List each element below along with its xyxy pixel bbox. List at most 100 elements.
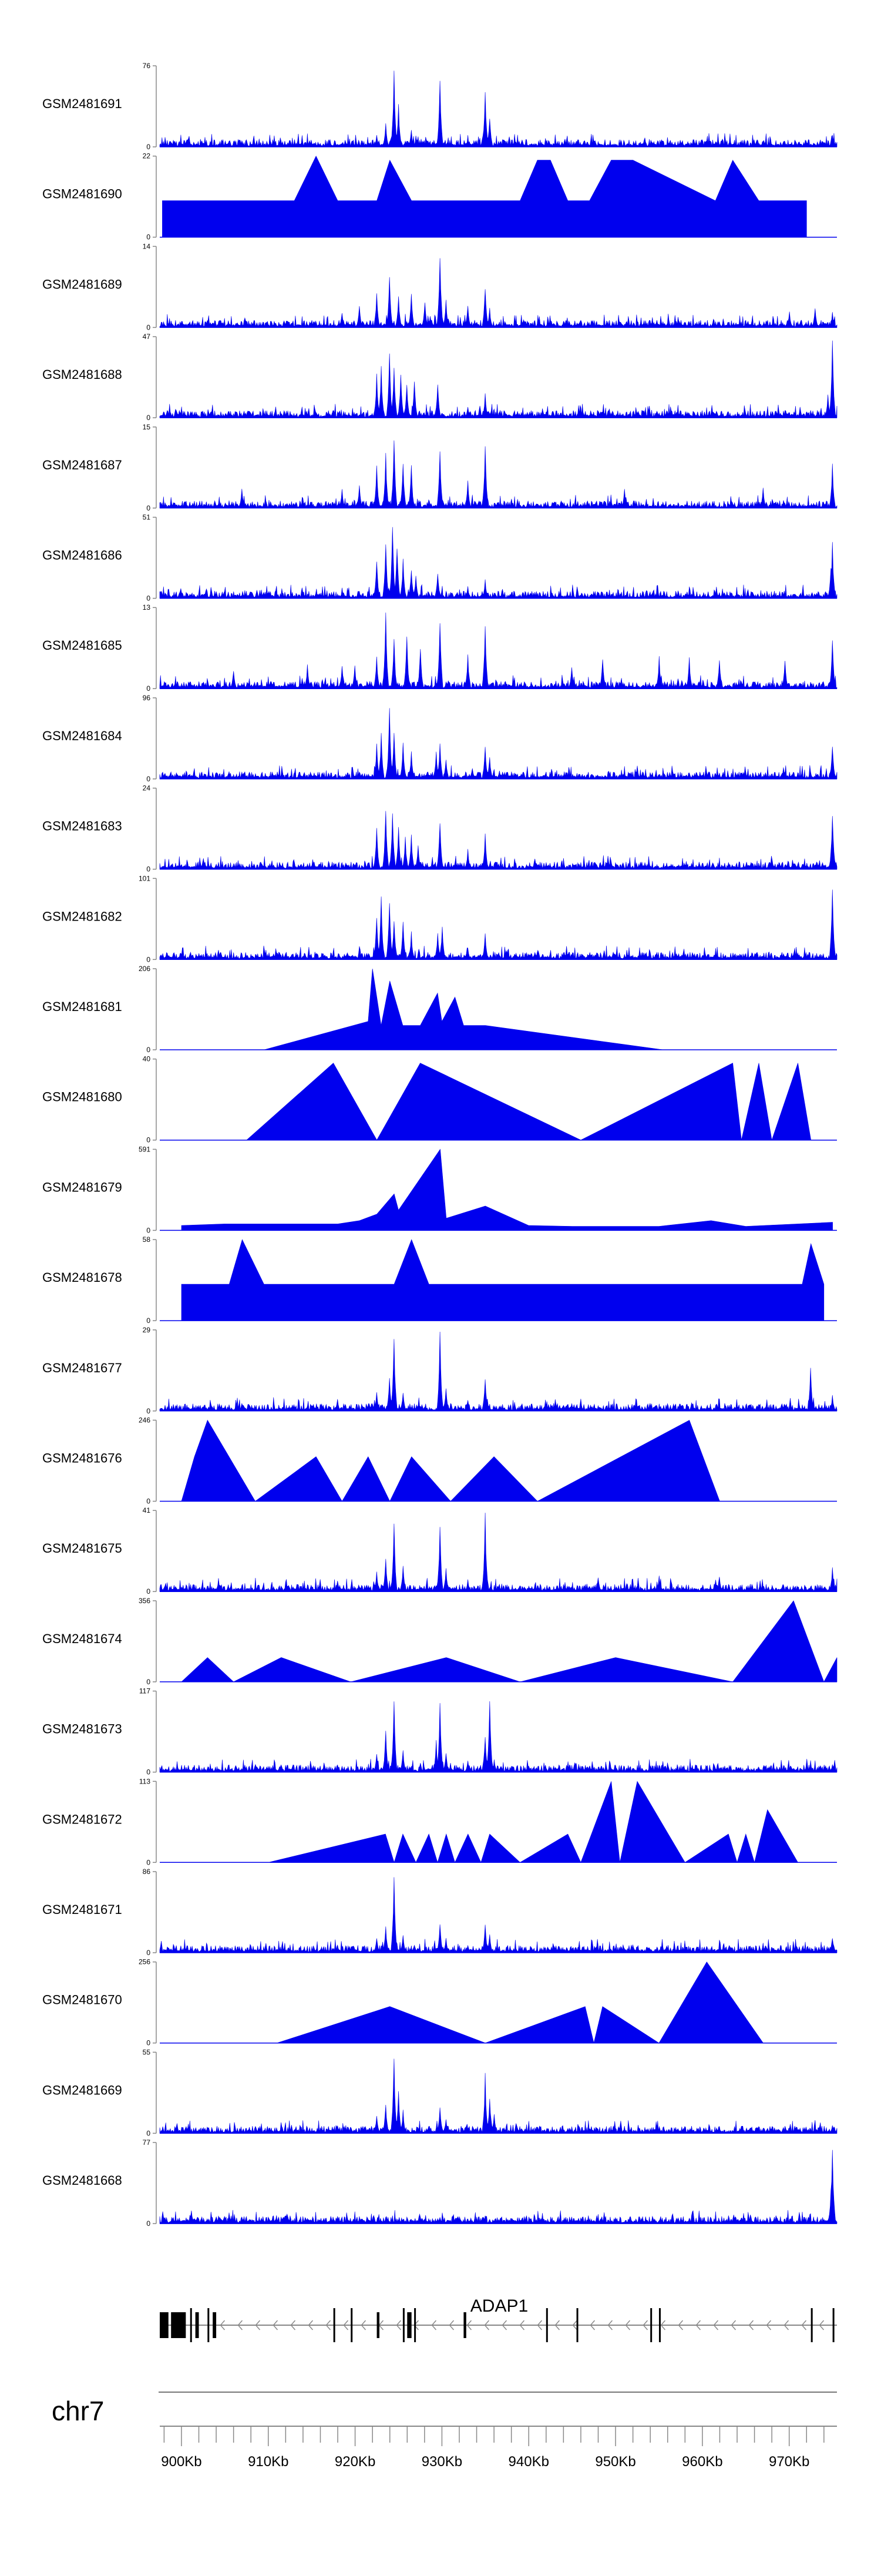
track-label: GSM2481668	[42, 2173, 122, 2188]
track-label: GSM2481684	[42, 728, 122, 743]
y-tick-label-max: 117	[139, 1687, 150, 1695]
x-tick-label: 940Kb	[509, 2454, 549, 2470]
y-tick-label-min: 0	[146, 143, 150, 151]
y-tick-label-max: 101	[139, 874, 150, 882]
y-tick-label-max: 206	[139, 965, 150, 973]
strand-arrow	[731, 2320, 737, 2330]
y-tick-label-max: 22	[143, 152, 151, 160]
track-label: GSM2481669	[42, 2083, 122, 2097]
strand-arrow	[625, 2320, 631, 2330]
y-tick-label-min: 0	[146, 1678, 150, 1686]
y-tick-label-min: 0	[146, 323, 150, 331]
strand-arrow	[748, 2320, 754, 2330]
track-label: GSM2481672	[42, 1812, 122, 1826]
track-label: GSM2481691	[42, 96, 122, 111]
y-tick-label-min: 0	[146, 1587, 150, 1596]
track-GSM2481680: GSM2481680 40 0	[42, 1055, 837, 1144]
gene-exon	[195, 2312, 199, 2338]
strand-arrow	[678, 2320, 684, 2330]
y-tick-label-max: 29	[143, 1326, 151, 1334]
coverage-area	[159, 708, 838, 780]
coverage-area	[159, 1513, 838, 1592]
gene-exon	[171, 2312, 186, 2338]
x-tick-label: 920Kb	[335, 2454, 375, 2470]
x-tick-label: 950Kb	[595, 2454, 635, 2470]
gene-exon	[658, 2308, 661, 2342]
y-tick-label-max: 77	[143, 2138, 151, 2147]
y-tick-label-max: 256	[139, 1958, 150, 1966]
track-GSM2481684: GSM2481684 96 0	[42, 694, 838, 783]
gene-model-track: ADAP1	[160, 2296, 837, 2342]
track-GSM2481686: GSM2481686 51 0	[42, 513, 838, 603]
track-label: GSM2481679	[42, 1180, 122, 1194]
genome-axis: 900Kb 910Kb 920Kb 930Kb 940Kb 950Kb 960Kb 970Kb	[160, 2426, 837, 2470]
strand-arrow	[255, 2320, 261, 2330]
y-tick-label-min: 0	[146, 775, 150, 783]
track-GSM2481676: GSM2481676 246 0	[42, 1416, 837, 1506]
track-GSM2481688: GSM2481688 47 0	[42, 333, 838, 422]
y-tick-label-max: 246	[139, 1416, 150, 1425]
y-tick-label-max: 51	[143, 513, 151, 522]
y-tick-label-max: 591	[139, 1145, 150, 1153]
track-label: GSM2481677	[42, 1361, 122, 1375]
y-tick-label-min: 0	[146, 2039, 150, 2047]
gene-exon	[402, 2308, 405, 2342]
y-tick-label-min: 0	[146, 1768, 150, 1776]
y-tick-label-min: 0	[146, 1136, 150, 1144]
coverage-area	[268, 1781, 799, 1863]
track-GSM2481687: GSM2481687 15 0	[42, 423, 838, 512]
coverage-area	[162, 156, 807, 237]
x-tick-label: 930Kb	[422, 2454, 462, 2470]
y-tick-label-min: 0	[146, 865, 150, 874]
chromosome-label: chr7	[52, 2396, 104, 2426]
y-tick-label-min: 0	[146, 1949, 150, 1957]
strand-arrow	[484, 2320, 490, 2330]
strand-arrow	[519, 2320, 525, 2330]
coverage-area	[159, 811, 838, 869]
x-tick-label: 970Kb	[769, 2454, 809, 2470]
y-tick-label-max: 15	[143, 423, 151, 431]
track-label: GSM2481680	[42, 1090, 122, 1104]
strand-arrow	[766, 2320, 772, 2330]
y-tick-label-min: 0	[146, 504, 150, 512]
strand-arrow	[237, 2320, 243, 2330]
coverage-area	[159, 1877, 838, 1953]
gene-exon	[546, 2308, 548, 2342]
strand-arrow	[343, 2320, 349, 2330]
track-label: GSM2481689	[42, 277, 122, 291]
strand-arrow	[361, 2320, 366, 2330]
strand-arrow	[466, 2320, 472, 2330]
strand-arrow	[784, 2320, 789, 2330]
gene-exon	[650, 2308, 653, 2342]
coverage-area	[181, 1148, 833, 1231]
track-GSM2481683: GSM2481683 24 0	[42, 784, 838, 874]
y-tick-label-max: 41	[143, 1506, 151, 1514]
track-GSM2481679: GSM2481679 591 0	[42, 1145, 837, 1234]
y-tick-label-max: 113	[139, 1777, 150, 1785]
coverage-area	[159, 340, 838, 418]
tracks-group: GSM2481691760GSM2481690220GSM2481689140G…	[42, 62, 838, 2228]
y-tick-label-max: 86	[143, 1868, 151, 1876]
coverage-area	[159, 889, 838, 960]
coverage-area	[181, 1419, 720, 1502]
track-GSM2481671: GSM2481671 86 0	[42, 1868, 838, 1957]
coverage-area	[159, 527, 838, 599]
strand-arrow	[273, 2320, 278, 2330]
track-label: GSM2481671	[42, 1902, 122, 1917]
coverage-area	[159, 70, 838, 147]
track-GSM2481681: GSM2481681 206 0	[42, 965, 837, 1054]
strand-arrow	[590, 2320, 596, 2330]
y-tick-label-min: 0	[146, 1497, 150, 1506]
track-label: GSM2481681	[42, 999, 122, 1014]
track-GSM2481672: GSM2481672 113 0	[42, 1777, 837, 1866]
strand-arrow	[396, 2320, 402, 2330]
coverage-area	[159, 1701, 838, 1772]
coverage-area	[159, 258, 838, 328]
y-tick-label-max: 356	[139, 1597, 150, 1605]
y-tick-label-min: 0	[146, 684, 150, 693]
coverage-area	[159, 440, 838, 509]
gene-exon	[407, 2312, 412, 2338]
track-GSM2481685: GSM2481685 13 0	[42, 603, 838, 693]
y-tick-label-min: 0	[146, 233, 150, 241]
